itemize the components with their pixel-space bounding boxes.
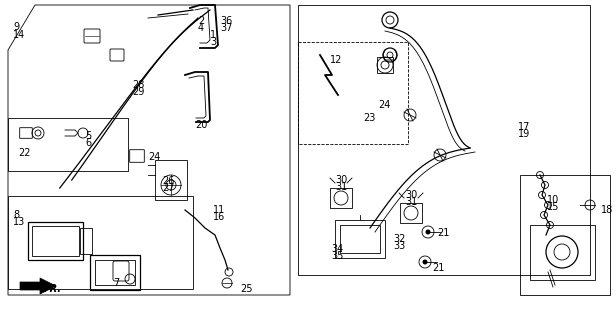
Text: 27: 27 xyxy=(162,183,174,193)
Text: 1: 1 xyxy=(210,30,216,40)
Bar xyxy=(400,203,422,223)
Text: 22: 22 xyxy=(18,148,31,158)
Bar xyxy=(95,260,135,285)
Text: 24: 24 xyxy=(378,100,391,110)
Text: 2: 2 xyxy=(198,16,205,26)
Text: 21: 21 xyxy=(437,228,450,238)
Bar xyxy=(8,196,193,289)
Bar xyxy=(530,225,595,280)
Text: 5: 5 xyxy=(85,131,91,141)
Text: 20: 20 xyxy=(195,120,208,130)
Bar xyxy=(377,57,393,73)
Text: 19: 19 xyxy=(518,129,530,139)
Bar xyxy=(32,226,79,256)
Text: FR.: FR. xyxy=(44,284,62,294)
Text: 30: 30 xyxy=(335,175,347,185)
Text: 4: 4 xyxy=(198,23,204,33)
Bar xyxy=(28,222,83,260)
Text: 35: 35 xyxy=(331,251,343,261)
Text: 26: 26 xyxy=(162,176,174,186)
Circle shape xyxy=(423,260,428,265)
Text: 8: 8 xyxy=(13,210,19,220)
Text: 17: 17 xyxy=(518,122,530,132)
Text: 3: 3 xyxy=(210,37,216,47)
Text: 36: 36 xyxy=(220,16,232,26)
Text: 7: 7 xyxy=(113,278,120,288)
Text: 23: 23 xyxy=(363,113,375,123)
Text: 18: 18 xyxy=(601,205,614,215)
Text: 28: 28 xyxy=(132,80,144,90)
Bar xyxy=(340,225,380,253)
Text: 37: 37 xyxy=(220,23,232,33)
Text: 34: 34 xyxy=(331,244,343,254)
Text: 24: 24 xyxy=(148,152,160,162)
Bar xyxy=(8,118,128,171)
Bar xyxy=(80,228,92,254)
Text: 31: 31 xyxy=(335,182,347,192)
Text: 10: 10 xyxy=(547,195,559,205)
Bar xyxy=(330,188,352,208)
Text: 13: 13 xyxy=(13,217,25,227)
Text: 16: 16 xyxy=(213,212,225,222)
Text: 11: 11 xyxy=(213,205,225,215)
Text: 15: 15 xyxy=(547,202,559,212)
Text: 9: 9 xyxy=(13,22,19,32)
Text: 30: 30 xyxy=(405,190,417,200)
Bar xyxy=(90,255,140,290)
Text: 32: 32 xyxy=(393,234,405,244)
Bar xyxy=(520,175,610,295)
Bar xyxy=(335,220,385,258)
Bar xyxy=(155,160,187,200)
Polygon shape xyxy=(20,278,56,294)
Text: 14: 14 xyxy=(13,30,25,40)
Text: 31: 31 xyxy=(405,197,417,207)
Text: 25: 25 xyxy=(240,284,253,294)
Text: 12: 12 xyxy=(330,55,342,65)
Text: 33: 33 xyxy=(393,241,405,251)
Text: 29: 29 xyxy=(132,87,144,97)
Bar xyxy=(298,42,408,144)
Text: 6: 6 xyxy=(85,138,91,148)
Text: 21: 21 xyxy=(432,263,444,273)
Circle shape xyxy=(426,229,431,235)
